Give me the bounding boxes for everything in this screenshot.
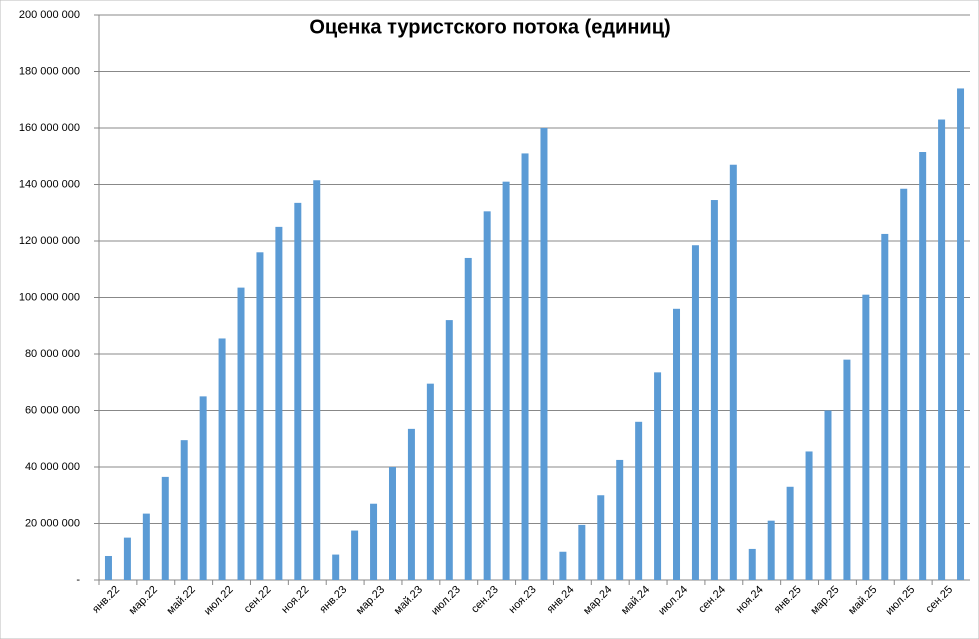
bar	[540, 128, 548, 580]
y-tick-label: 60 000 000	[25, 404, 80, 416]
bar	[900, 188, 908, 581]
bar	[805, 451, 813, 580]
bar	[180, 440, 188, 580]
bar	[635, 421, 643, 580]
bar	[256, 252, 264, 581]
y-tick-label: 180 000 000	[19, 65, 80, 77]
bar	[199, 396, 207, 580]
bar	[351, 530, 359, 580]
y-tick-label: 200 000 000	[19, 9, 80, 21]
chart-title: Оценка туристского потока (единиц)	[309, 16, 670, 38]
bar	[673, 308, 681, 580]
bar	[161, 476, 169, 580]
bar	[824, 410, 832, 580]
bar	[407, 428, 415, 580]
bar	[559, 551, 567, 580]
y-tick-label: 140 000 000	[19, 178, 80, 190]
bar	[142, 513, 150, 580]
bar	[616, 459, 624, 580]
bar	[104, 555, 112, 580]
bar	[597, 495, 605, 580]
bar	[332, 554, 340, 580]
bar	[218, 338, 226, 580]
y-tick-label: 20 000 000	[25, 517, 80, 529]
bar	[483, 211, 491, 580]
bar	[919, 152, 927, 580]
y-tick-label: 40 000 000	[25, 461, 80, 473]
y-tick-label: -	[76, 574, 80, 586]
bar	[521, 153, 529, 581]
bar	[654, 372, 662, 580]
bar	[275, 226, 283, 580]
bar	[502, 181, 510, 581]
bar	[862, 294, 870, 580]
bar	[786, 486, 794, 580]
bar	[445, 320, 453, 580]
bar	[388, 467, 396, 580]
y-tick-label: 160 000 000	[19, 122, 80, 134]
y-tick-label: 100 000 000	[19, 291, 80, 303]
bar	[237, 287, 245, 580]
bar	[881, 233, 889, 580]
bar	[578, 524, 586, 580]
bar	[748, 548, 756, 580]
bar	[729, 164, 737, 580]
bar	[843, 359, 851, 580]
bar	[691, 245, 699, 581]
y-tick-label: 80 000 000	[25, 348, 80, 360]
bar	[767, 520, 775, 580]
bar	[313, 180, 321, 580]
bar	[957, 88, 965, 580]
bar	[938, 119, 946, 581]
bar	[370, 503, 378, 580]
bar	[123, 537, 131, 580]
bar	[464, 257, 472, 580]
bar	[294, 202, 302, 581]
y-tick-label: 120 000 000	[19, 235, 80, 247]
bar	[710, 200, 718, 580]
bar	[426, 383, 434, 580]
